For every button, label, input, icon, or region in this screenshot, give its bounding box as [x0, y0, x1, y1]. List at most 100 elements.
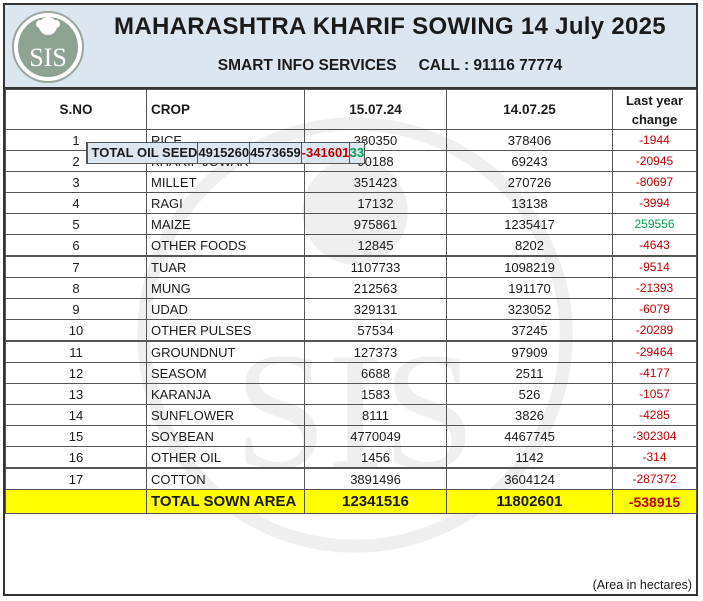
total-row: TOTAL OIL SEED 4915260 4573659 -341601	[85, 141, 696, 164]
change-cell: -20945	[612, 150, 697, 172]
value-2024-cell: 4770049	[304, 425, 447, 447]
crop-cell: MILLET	[146, 171, 305, 193]
sno-cell	[85, 141, 88, 164]
sno-cell	[5, 489, 147, 514]
value-2025-cell: 1098219	[446, 256, 613, 278]
crop-cell: SUNFLOWER	[146, 404, 305, 426]
change-cell: -287372	[612, 468, 697, 490]
crop-cell: SEASOM	[146, 362, 305, 384]
change-cell: 259556	[612, 213, 697, 235]
change-cell: -4177	[612, 362, 697, 384]
value-2025-cell: 526	[446, 383, 613, 405]
sno-cell: 5	[5, 213, 147, 235]
col-header-sno: S.NO	[5, 89, 147, 130]
table-row: 16 OTHER OIL 1456 1142 -314	[5, 446, 697, 468]
change-cell: -314	[612, 446, 697, 468]
value-2025-cell: 270726	[446, 171, 613, 193]
table-row: 11 GROUNDNUT 127373 97909 -29464	[5, 341, 697, 363]
crop-cell: UDAD	[146, 298, 305, 320]
crop-cell: COTTON	[146, 468, 305, 490]
sno-cell: 6	[5, 234, 147, 256]
sno-cell: 8	[5, 277, 147, 299]
report-frame: SIS MAHARASHTRA KHARIF SOWING 14 July 20…	[3, 3, 698, 596]
value-2025-cell: 1142	[446, 446, 613, 468]
table-row: 12 SEASOM 6688 2511 -4177	[5, 362, 697, 384]
crop-cell: KARANJA	[146, 383, 305, 405]
value-2024-cell: 975861	[304, 213, 447, 235]
sno-cell: 11	[5, 341, 147, 363]
sno-cell: 4	[5, 192, 147, 214]
value-2024-cell: 57534	[304, 319, 447, 341]
change-cell: -21393	[612, 277, 697, 299]
table-row: 13 KARANJA 1583 526 -1057	[5, 383, 697, 405]
table-row: 7 TUAR 1107733 1098219 -9514	[5, 256, 697, 278]
value-2025-cell: 97909	[446, 341, 613, 363]
value-2025-cell: 13138	[446, 192, 613, 214]
sno-cell: 13	[5, 383, 147, 405]
change-cell: -4643	[612, 234, 697, 256]
table-header-row: S.NO CROP 15.07.24 14.07.25 Last year cha…	[5, 89, 697, 130]
col-header-2025: 14.07.25	[446, 89, 613, 130]
sowing-table: S.NO CROP 15.07.24 14.07.25 Last year cha…	[5, 89, 697, 514]
table-row: 3 MILLET 351423 270726 -80697	[5, 171, 697, 193]
crop-cell: OTHER FOODS	[146, 234, 305, 256]
change-cell: -302304	[612, 425, 697, 447]
change-cell: -6079	[612, 298, 697, 320]
value-2025-cell: 3604124	[446, 468, 613, 490]
table-row: 6 OTHER FOODS 12845 8202 -4643	[5, 234, 697, 256]
crop-cell: OTHER OIL	[146, 446, 305, 468]
sno-cell: 3	[5, 171, 147, 193]
sno-cell: 16	[5, 446, 147, 468]
change-cell: -9514	[612, 256, 697, 278]
table-row: 14 SUNFLOWER 8111 3826 -4285	[5, 404, 697, 426]
sno-cell: 17	[5, 468, 147, 490]
company-name: SMART INFO SERVICES	[217, 57, 397, 74]
crop-cell: SOYBEAN	[146, 425, 305, 447]
value-2024-cell: 329131	[304, 298, 447, 320]
change-cell: -1057	[612, 383, 697, 405]
value-2024-cell: 212563	[304, 277, 447, 299]
sno-cell: 12	[5, 362, 147, 384]
value-2024-cell: 1107733	[304, 256, 447, 278]
col-header-2024: 15.07.24	[304, 89, 447, 130]
value-2025-cell: 323052	[446, 298, 613, 320]
sno-cell: 9	[5, 298, 147, 320]
logo-text: SIS	[29, 43, 67, 72]
sno-cell: 7	[5, 256, 147, 278]
value-2025-cell: 8202	[446, 234, 613, 256]
col-header-change: Last year change	[612, 89, 697, 130]
page-title: MAHARASHTRA KHARIF SOWING 14 July 2025	[114, 13, 666, 40]
crop-cell: TOTAL SOWN AREA	[146, 489, 305, 514]
value-2025-cell: 4467745	[446, 425, 613, 447]
value-2024-cell: 351423	[304, 171, 447, 193]
value-2024-cell: 3891496	[304, 468, 447, 490]
change-cell: -4285	[612, 404, 697, 426]
value-2024-cell: 12845	[304, 234, 447, 256]
value-2024-cell: 1583	[304, 383, 447, 405]
change-cell: -20289	[612, 319, 697, 341]
change-cell: -538915	[612, 489, 697, 514]
value-2024-cell: 1456	[304, 446, 447, 468]
value-2025-cell: 4573659	[249, 141, 302, 164]
crop-cell: OTHER PULSES	[146, 319, 305, 341]
report-header: SIS MAHARASHTRA KHARIF SOWING 14 July 20…	[5, 5, 696, 89]
value-2024-cell: 17132	[304, 192, 447, 214]
table-row: 15 SOYBEAN 4770049 4467745 -302304	[5, 425, 697, 447]
value-2025-cell: 1235417	[446, 213, 613, 235]
crop-cell: MUNG	[146, 277, 305, 299]
contact-number: CALL : 91116 77774	[418, 57, 563, 74]
value-2025-cell: 2511	[446, 362, 613, 384]
table-row: 4 RAGI 17132 13138 -3994	[5, 192, 697, 214]
crop-cell: GROUNDNUT	[146, 341, 305, 363]
table-row: 10 OTHER PULSES 57534 37245 -20289	[5, 319, 697, 341]
value-2024-cell: 12341516	[304, 489, 447, 514]
value-2024-cell: 4915260	[197, 141, 251, 164]
value-2025-cell: 37245	[446, 319, 613, 341]
value-2025-cell: 11802601	[446, 489, 613, 514]
sno-cell: 10	[5, 319, 147, 341]
units-note: (Area in hectares)	[592, 578, 692, 592]
sno-cell: 15	[5, 425, 147, 447]
value-2025-cell: 378406	[446, 129, 613, 151]
value-2024-cell: 127373	[304, 341, 447, 363]
